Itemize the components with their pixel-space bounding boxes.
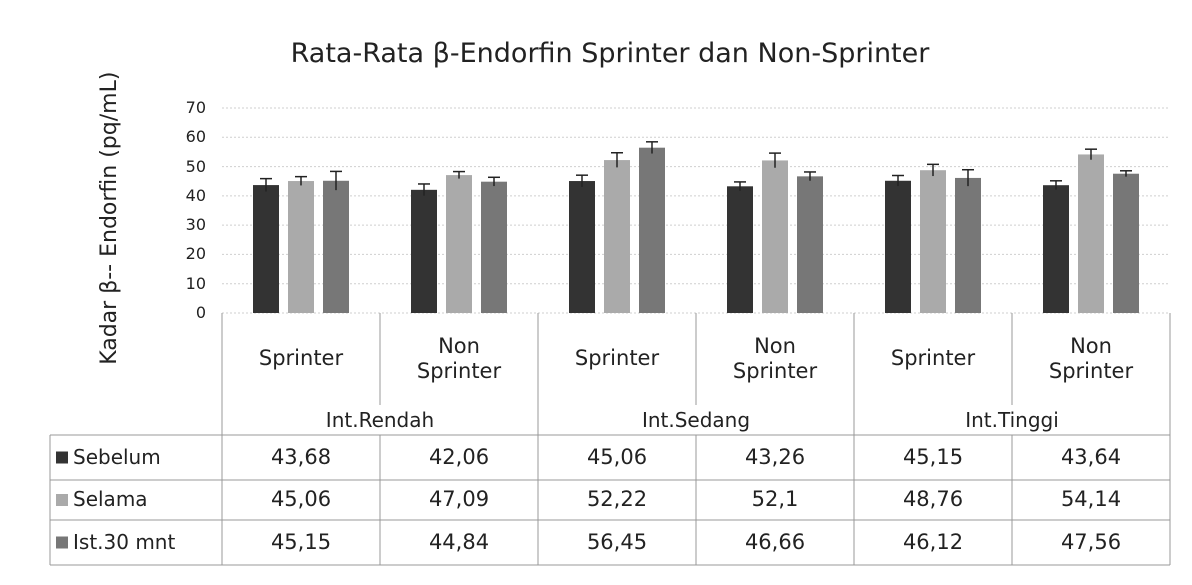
data-label: 45,06 <box>270 487 332 511</box>
data-label: 43,68 <box>270 444 332 469</box>
x-tick-label: Non Sprinter <box>416 333 502 383</box>
data-label: 43,26 <box>744 444 806 469</box>
bar <box>920 170 946 313</box>
bar <box>288 181 314 313</box>
legend-label: Selama <box>73 487 148 511</box>
bar <box>1078 154 1104 313</box>
data-label: 56,45 <box>586 529 648 554</box>
data-label: 52,1 <box>751 487 799 511</box>
legend-swatch <box>56 451 68 464</box>
data-label: 47,56 <box>1060 529 1122 554</box>
bar <box>569 181 595 313</box>
legend-swatch <box>56 536 68 549</box>
data-label: 52,22 <box>586 487 648 511</box>
chart-title: Rata-Rata β-Endorfin Sprinter dan Non-Sp… <box>290 38 930 69</box>
data-label: 48,76 <box>902 487 964 511</box>
bar <box>253 185 279 313</box>
bar <box>1043 185 1069 313</box>
data-label: 45,15 <box>270 529 332 554</box>
y-tick-label: 60 <box>185 127 206 147</box>
bar <box>762 160 788 313</box>
data-label: 45,15 <box>902 444 964 469</box>
x-tick-label: Sprinter <box>574 346 660 371</box>
legend-swatch <box>56 494 68 506</box>
data-label: 44,84 <box>428 529 490 554</box>
y-tick-label: 70 <box>185 98 206 117</box>
group-label: Int.Rendah <box>325 408 435 432</box>
bar <box>885 180 911 313</box>
data-label: 54,14 <box>1060 487 1122 511</box>
bar <box>604 160 630 313</box>
bar <box>955 177 981 313</box>
x-tick-label: Sprinter <box>258 346 344 371</box>
group-label: Int.Sedang <box>641 408 751 432</box>
y-tick-label: 30 <box>185 215 206 235</box>
y-tick-label: 40 <box>185 185 206 205</box>
bar <box>481 181 507 313</box>
bar <box>1113 173 1139 313</box>
y-tick-label: 0 <box>195 303 206 322</box>
data-label: 45,06 <box>586 444 648 469</box>
data-label: 47,09 <box>428 487 490 511</box>
x-tick-label: Non Sprinter <box>1048 333 1134 383</box>
group-label: Int.Tinggi <box>965 408 1059 432</box>
data-label: 43,64 <box>1060 444 1122 469</box>
data-label: 46,12 <box>902 529 964 554</box>
y-tick-label: 10 <box>185 273 206 293</box>
legend-label: Ist.30 mnt <box>73 529 176 554</box>
bar <box>639 147 665 313</box>
bar <box>411 189 437 313</box>
bar <box>797 176 823 313</box>
data-label: 46,66 <box>744 529 806 554</box>
bar <box>323 180 349 313</box>
x-tick-label: Sprinter <box>890 346 976 371</box>
data-label: 42,06 <box>428 444 490 469</box>
legend-label: Sebelum <box>73 444 161 469</box>
y-axis-label: Kadar β-- Endorfin (pq/mL) <box>96 71 122 365</box>
x-tick-label: Non Sprinter <box>732 333 818 383</box>
y-tick-label: 20 <box>185 244 206 264</box>
bar <box>727 186 753 313</box>
y-tick-label: 50 <box>185 156 206 176</box>
bar <box>446 175 472 313</box>
